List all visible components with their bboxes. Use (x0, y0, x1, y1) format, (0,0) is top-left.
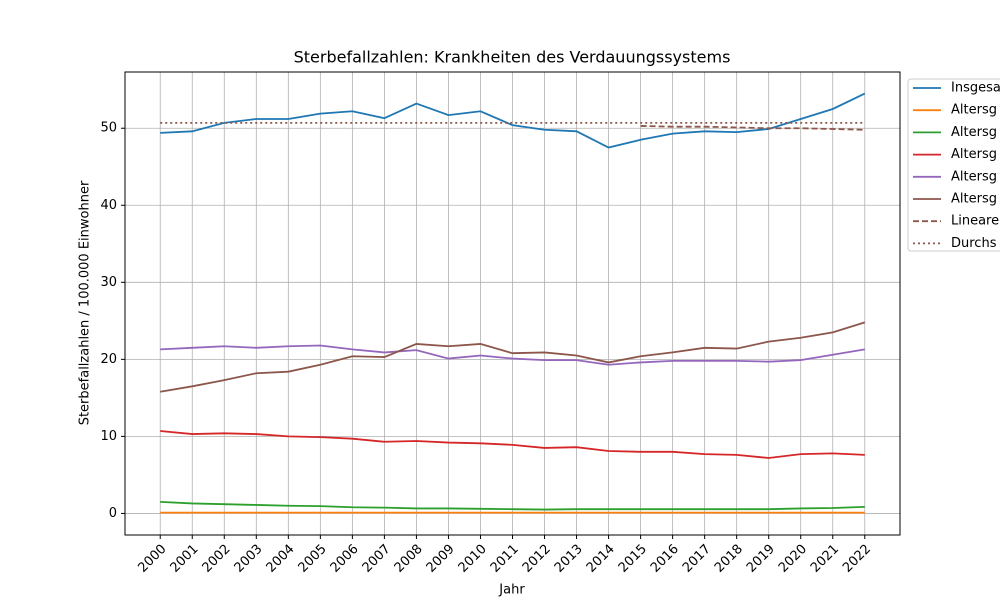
x-axis-label: Jahr (498, 583, 525, 598)
legend-label: Lineare (951, 214, 999, 229)
legend-label: Insgesa (951, 81, 1000, 96)
x-tick-label: 2009 (424, 542, 458, 576)
y-tick-label: 50 (100, 121, 117, 136)
x-tick-label: 2021 (808, 542, 842, 576)
y-tick-label: 30 (100, 275, 117, 290)
series-line (160, 92, 866, 149)
x-tick-label: 2002 (200, 542, 234, 576)
legend-label: Altersg (951, 103, 997, 118)
x-tick-label: 2013 (552, 542, 586, 576)
legend-label: Altersg (951, 192, 997, 207)
x-tick-label: 2000 (136, 542, 170, 576)
x-tick-label: 2008 (392, 542, 426, 576)
plot-frame (124, 71, 901, 536)
legend-label: Altersg (951, 125, 997, 140)
x-tick-label: 2004 (264, 542, 298, 576)
x-tick-label: 2007 (360, 542, 394, 576)
y-tick-label: 40 (100, 198, 117, 213)
series-line (160, 500, 865, 511)
x-tick-label: 2012 (520, 542, 554, 576)
series-line (160, 430, 865, 459)
y-axis-label: Sterbefallzahlen / 100.000 Einwohner (78, 180, 93, 425)
legend-box (907, 78, 1000, 252)
y-tick-label: 20 (100, 352, 117, 367)
y-tick-label: 0 (109, 506, 117, 521)
series-line (640, 125, 865, 131)
x-tick-label: 2010 (456, 542, 490, 576)
y-tick-label: 10 (100, 429, 117, 444)
legend-label: Altersg (951, 147, 997, 162)
legend-label: Durchs (951, 236, 997, 251)
x-tick-label: 2001 (168, 542, 202, 576)
series-line (160, 344, 865, 366)
x-tick-label: 2020 (776, 542, 810, 576)
x-tick-label: 2003 (232, 542, 266, 576)
x-tick-label: 2014 (584, 542, 618, 576)
x-tick-label: 2019 (744, 542, 778, 576)
x-tick-label: 2006 (328, 542, 362, 576)
x-tick-label: 2018 (712, 542, 746, 576)
series-line (160, 321, 866, 393)
x-tick-label: 2017 (680, 542, 714, 576)
x-tick-label: 2022 (840, 542, 874, 576)
x-tick-label: 2015 (616, 542, 650, 576)
x-tick-label: 2005 (296, 542, 330, 576)
x-tick-label: 2016 (648, 542, 682, 576)
x-tick-label: 2011 (488, 542, 522, 576)
chart-title: Sterbefallzahlen: Krankheiten des Verdau… (294, 48, 731, 67)
legend-label: Altersg (951, 169, 997, 184)
